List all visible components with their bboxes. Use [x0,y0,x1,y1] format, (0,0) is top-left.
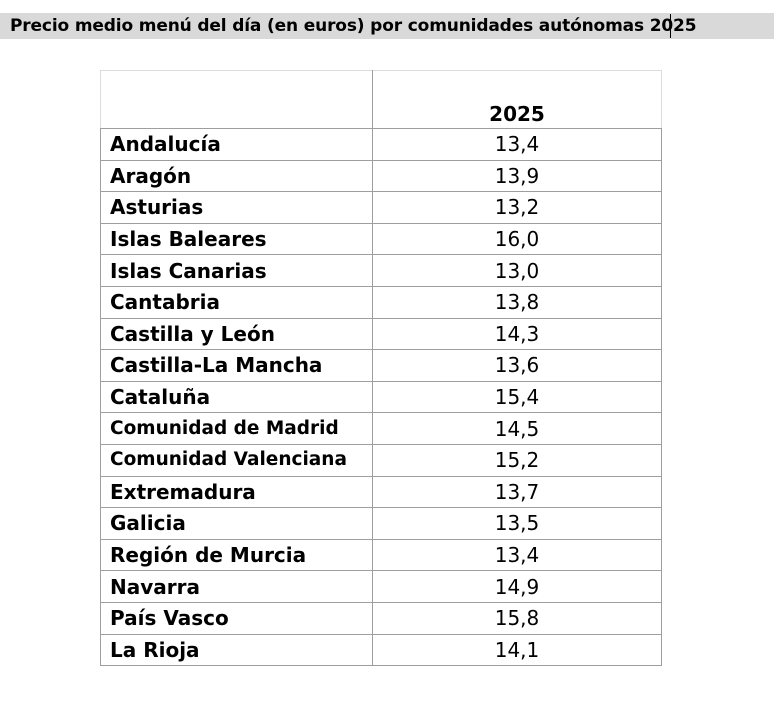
region-name-cell[interactable]: La Rioja [100,633,373,667]
price-value-cell[interactable]: 15,8 [372,601,662,635]
price-value-cell[interactable]: 13,4 [372,128,662,161]
table-row: La Rioja 14,1 [100,633,662,667]
region-name-cell[interactable]: Comunidad de Madrid [100,412,373,445]
region-name-cell[interactable]: Andalucía [100,128,373,161]
price-value-cell[interactable]: 13,8 [372,285,662,319]
table-row: País Vasco 15,8 [100,601,662,635]
table-row: Castilla y León 14,3 [100,317,662,351]
text-cursor [670,14,671,38]
region-name-cell[interactable]: Castilla-La Mancha [100,349,373,382]
table-row: Cantabria 13,8 [100,285,662,319]
price-value-cell[interactable]: 13,6 [372,349,662,382]
price-value-cell[interactable]: 13,0 [372,254,662,287]
price-value-cell[interactable]: 13,5 [372,507,662,540]
table-row: Castilla-La Mancha 13,6 [100,349,662,382]
header-row: 2025 [100,70,662,129]
table-row: Comunidad Valenciana 15,2 [100,443,662,477]
price-value-cell[interactable]: 14,3 [372,317,662,351]
table-row: Comunidad de Madrid 14,5 [100,412,662,445]
region-name-cell[interactable]: Galicia [100,507,373,540]
price-value-cell[interactable]: 15,2 [372,443,662,477]
header-region-cell[interactable] [100,70,373,129]
price-table: 2025 Andalucía 13,4 Aragón 13,9 Asturias 13,2… [100,70,662,667]
region-name-cell[interactable]: País Vasco [100,601,373,635]
page-title: Precio medio menú del día (en euros) por… [10,16,697,36]
region-name-cell[interactable]: Aragón [100,159,373,193]
table-row: Andalucía 13,4 [100,128,662,161]
table-row: Galicia 13,5 [100,507,662,540]
region-name-cell[interactable]: Cataluña [100,380,373,414]
price-value-cell[interactable]: 15,4 [372,380,662,414]
price-value-cell[interactable]: 13,9 [372,159,662,193]
table-header: 2025 [100,70,662,129]
price-value-cell[interactable]: 13,4 [372,538,662,572]
region-name-cell[interactable]: Castilla y León [100,317,373,351]
table-body: Andalucía 13,4 Aragón 13,9 Asturias 13,2 Islas… [100,128,662,667]
region-name-cell[interactable]: Comunidad Valenciana [100,443,373,477]
region-name-cell[interactable]: Islas Canarias [100,254,373,287]
table-row: Asturias 13,2 [100,191,662,224]
price-value-cell[interactable]: 13,2 [372,191,662,224]
table-row: Aragón 13,9 [100,159,662,193]
price-value-cell[interactable]: 14,9 [372,570,662,603]
table-row: Extremadura 13,7 [100,475,662,509]
header-year-cell[interactable]: 2025 [372,70,662,129]
table-row: Cataluña 15,4 [100,380,662,414]
table-row: Región de Murcia 13,4 [100,538,662,572]
price-value-cell[interactable]: 16,0 [372,222,662,256]
region-name-cell[interactable]: Cantabria [100,285,373,319]
price-value-cell[interactable]: 14,1 [372,633,662,667]
region-name-cell[interactable]: Extremadura [100,475,373,509]
price-value-cell[interactable]: 13,7 [372,475,662,509]
region-name-cell[interactable]: Islas Baleares [100,222,373,256]
table-row: Islas Baleares 16,0 [100,222,662,256]
title-bar: Precio medio menú del día (en euros) por… [0,13,774,39]
table-row: Islas Canarias 13,0 [100,254,662,287]
region-name-cell[interactable]: Navarra [100,570,373,603]
price-value-cell[interactable]: 14,5 [372,412,662,445]
table-row: Navarra 14,9 [100,570,662,603]
region-name-cell[interactable]: Asturias [100,191,373,224]
region-name-cell[interactable]: Región de Murcia [100,538,373,572]
